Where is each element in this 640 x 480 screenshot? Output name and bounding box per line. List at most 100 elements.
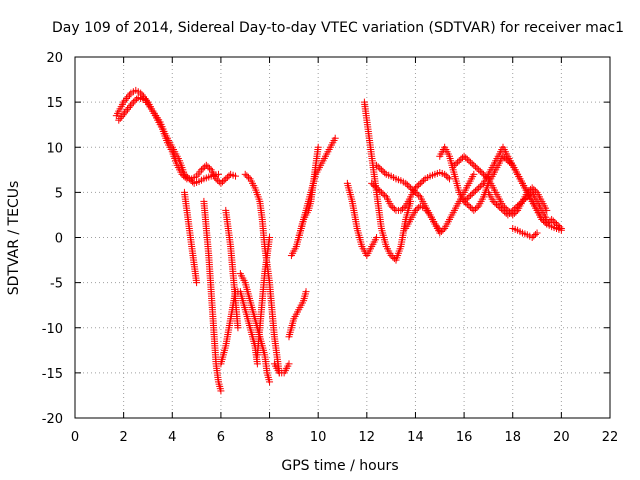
data-point [232, 172, 239, 180]
data-point [436, 229, 444, 237]
data-point [377, 166, 385, 174]
data-point [314, 143, 322, 151]
data-point [475, 184, 483, 192]
data-point [478, 169, 486, 177]
data-point [452, 160, 460, 168]
data-point [467, 191, 475, 199]
data-point [377, 188, 385, 196]
data-point [389, 203, 397, 211]
x-tick-label: 20 [553, 430, 570, 445]
data-point [517, 199, 525, 207]
series-arc-u [460, 143, 565, 232]
data-point [411, 188, 419, 196]
data-point [553, 220, 560, 228]
data-point [418, 178, 426, 186]
x-tick-label: 0 [71, 430, 79, 445]
data-point [441, 170, 449, 178]
data-point [184, 173, 192, 181]
data-point [402, 179, 410, 187]
data-point [331, 134, 339, 142]
data-point [514, 202, 522, 210]
data-point [557, 224, 565, 232]
data-point [444, 173, 452, 181]
data-point [244, 173, 252, 181]
data-point [415, 191, 423, 199]
data-point [530, 232, 538, 240]
y-axis-title: SDTVAR / TECUs [6, 181, 22, 296]
data-point [217, 179, 225, 187]
x-tick-label: 10 [310, 430, 327, 445]
x-tick-label: 4 [168, 430, 176, 445]
x-tick-label: 12 [359, 430, 376, 445]
data-point [462, 154, 470, 162]
data-point [523, 193, 531, 201]
data-point [460, 152, 468, 160]
data-point [220, 176, 228, 184]
data-point [219, 178, 227, 186]
data-point [497, 205, 505, 213]
data-point [243, 172, 251, 180]
y-tick-label: 5 [55, 186, 63, 201]
data-point [223, 173, 231, 181]
x-tick-label: 2 [119, 430, 127, 445]
data-point [128, 100, 136, 108]
data-point [253, 360, 261, 368]
data-point [373, 161, 381, 169]
data-point [204, 163, 212, 171]
data-point [442, 172, 450, 180]
data-point [118, 113, 126, 121]
data-point [470, 188, 478, 196]
data-point [126, 102, 134, 110]
data-point [121, 96, 129, 104]
data-point [217, 387, 225, 395]
data-point [491, 199, 499, 207]
data-point [413, 190, 421, 198]
data-point [185, 175, 193, 183]
data-point [470, 161, 478, 169]
y-tick-label: -15 [42, 367, 63, 382]
data-point [475, 166, 483, 174]
data-point [465, 193, 473, 201]
data-point [125, 91, 133, 99]
data-point [122, 107, 130, 115]
ticks: 0 2 4 6 8 10 12 14 16 18 20 22 -20 -15 -10 -5 0 5 10 15 20 [42, 51, 619, 445]
data-point [554, 221, 562, 229]
data-point [528, 234, 536, 241]
data-point [467, 203, 475, 211]
data-point [368, 179, 376, 187]
data-point [463, 194, 471, 202]
data-point [387, 252, 395, 260]
series-arc-k [285, 288, 310, 341]
data-point [549, 217, 557, 225]
x-tick-label: 18 [504, 430, 521, 445]
data-point [124, 93, 132, 101]
data-point [407, 184, 415, 192]
data-point [522, 194, 530, 202]
data-point [439, 226, 447, 234]
series-arc-w [509, 224, 541, 241]
data-point [518, 197, 526, 205]
data-point [493, 200, 501, 208]
data-point [494, 202, 502, 210]
data-point [416, 179, 424, 187]
data-point [266, 234, 274, 241]
data-point [376, 187, 384, 195]
data-point [214, 170, 222, 178]
data-point [138, 91, 146, 99]
data-point [389, 253, 397, 261]
series-arc-h [241, 170, 283, 377]
data-point [410, 187, 418, 195]
data-point [241, 170, 249, 178]
data-point [520, 196, 528, 204]
data-point [182, 172, 190, 180]
data-point [379, 190, 387, 198]
data-point [373, 184, 381, 192]
data-point [512, 203, 520, 211]
data-point [214, 176, 222, 184]
data-point [374, 163, 382, 171]
data-point [234, 324, 242, 332]
data-point [413, 182, 421, 190]
data-point [468, 190, 476, 198]
data-point [187, 176, 195, 184]
